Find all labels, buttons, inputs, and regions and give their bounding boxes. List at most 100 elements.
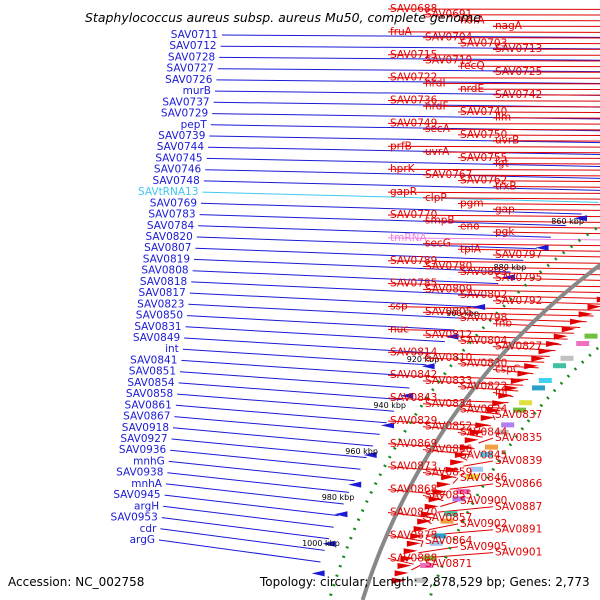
gene-label-right: SAV0870 <box>390 507 437 519</box>
right-connector-line <box>422 357 545 363</box>
forward-gene-arrow <box>561 326 576 333</box>
cog-block <box>513 407 526 413</box>
right-connector-line <box>492 254 600 258</box>
left-connector-line <box>189 292 476 308</box>
gene-label-right: SAV0795 <box>495 272 542 284</box>
right-connector-line <box>463 460 494 467</box>
reverse-gene-arrow <box>311 570 325 577</box>
forward-gene-arrow <box>570 318 585 325</box>
right-connector-line <box>387 260 600 264</box>
gene-label-right: SAV0755 <box>460 152 507 164</box>
gene-label-right: uvrB <box>495 135 519 147</box>
left-connector-line <box>182 348 427 366</box>
gene-label-right: SAV0814 <box>390 346 438 358</box>
forward-gene-arrow <box>486 407 501 414</box>
right-connector-line <box>422 105 600 108</box>
gene-label-left: SAV0938 <box>116 467 163 479</box>
forward-gene-arrow <box>410 533 425 540</box>
gene-label-right: SAV0871 <box>425 558 472 570</box>
gene-label-right: eno <box>460 220 480 232</box>
left-connector-line <box>172 427 374 447</box>
genome-backbone-arc <box>360 262 600 600</box>
gene-label-left: argG <box>130 534 155 546</box>
kbp-tick-label: 940 kbp <box>373 401 406 410</box>
gene-label-right: SAV0688 <box>390 3 437 15</box>
right-connector-line <box>428 523 459 531</box>
gene-label-right: SAV0827 <box>495 341 542 353</box>
gene-label-left: SAV0729 <box>161 108 208 120</box>
gene-label-right: SAV0857 <box>425 512 472 524</box>
gene-label-right: pgm <box>460 198 484 210</box>
gene-label-right: cspC <box>495 364 520 376</box>
gene-label-right: secG <box>425 238 451 250</box>
gene-label-right: SAV0864 <box>425 535 473 547</box>
gene-label-right: nrdF <box>425 100 449 112</box>
kbp-tick-label: 980 kbp <box>322 493 355 502</box>
gene-label-left: SAV0726 <box>165 74 213 86</box>
gene-label-right: SAV0803 <box>460 266 507 278</box>
right-connector-line <box>457 294 600 299</box>
gene-label-right: gapR <box>390 186 417 198</box>
gene-label-right: SAV0905 <box>460 541 507 553</box>
right-connector-line <box>457 203 600 206</box>
right-connector-line <box>420 540 424 548</box>
right-connector-line <box>457 19 600 22</box>
gene-label-right: SAV0868 <box>390 484 437 496</box>
forward-gene-arrow <box>587 304 600 310</box>
gene-label-right: SAV0887 <box>495 501 542 513</box>
reverse-gene-arrow <box>501 274 515 281</box>
gene-label-right: SAV0780 <box>425 261 472 273</box>
reverse-gene-arrow <box>380 422 394 429</box>
cog-block <box>576 341 590 346</box>
gene-label-left: cdr <box>140 523 157 535</box>
gene-label-left: SAV0807 <box>144 242 191 254</box>
left-connector-line <box>200 202 582 215</box>
gene-label-right: SAV0770 <box>390 209 437 221</box>
cog-block <box>429 540 443 546</box>
left-connector-line <box>177 393 395 412</box>
forward-gene-arrow <box>475 422 490 429</box>
right-connector-line <box>387 77 600 79</box>
reverse-gene-arrow <box>421 363 435 370</box>
gene-label-right: SAV0767 <box>425 169 472 181</box>
reverse-gene-arrow <box>445 333 459 340</box>
left-connector-line <box>206 157 600 167</box>
right-connector-line <box>422 82 600 85</box>
gene-label-right: SAV0824 <box>460 404 508 416</box>
gene-label-left: SAV0936 <box>119 444 167 456</box>
gene-label-right: int <box>495 386 509 398</box>
right-connector-line <box>387 283 600 288</box>
left-connector-line <box>192 270 499 285</box>
right-connector-line <box>422 60 600 62</box>
gene-label-right: fruA <box>390 26 413 38</box>
gene-label-right: SAV0715 <box>390 49 437 61</box>
cog-block <box>440 518 454 524</box>
right-connector-line <box>492 25 600 27</box>
gene-label-left: SAV0861 <box>125 399 172 411</box>
gene-label-right: SAV0888 <box>390 552 437 564</box>
left-connector-line <box>161 517 330 540</box>
right-connector-line <box>387 122 600 125</box>
gene-label-left: SAV0745 <box>155 152 202 164</box>
gene-label-left: SAV0748 <box>153 175 200 187</box>
left-connector-line <box>199 214 566 227</box>
cog-block <box>560 355 574 361</box>
left-connector-line <box>221 34 600 38</box>
left-connector-line <box>191 281 487 296</box>
cog-block <box>465 474 479 480</box>
right-connector-line <box>387 420 491 427</box>
left-connector-line <box>217 68 600 73</box>
gene-label-left: SAV0712 <box>169 40 216 52</box>
left-connector-line <box>171 438 367 459</box>
gene-label-right: fnb <box>495 318 512 330</box>
gene-label-right: SAV0902 <box>460 518 507 530</box>
right-connector-line <box>387 237 600 241</box>
left-connector-line <box>220 45 600 50</box>
forward-gene-arrow <box>545 341 560 347</box>
gene-label-right: nrdI <box>425 77 446 89</box>
right-connector-line <box>440 500 459 507</box>
gene-label-right: SAV0843 <box>390 392 437 404</box>
left-connector-line <box>212 113 600 120</box>
gene-label-right: SAV0869 <box>390 438 437 450</box>
right-connector-line <box>422 220 600 223</box>
